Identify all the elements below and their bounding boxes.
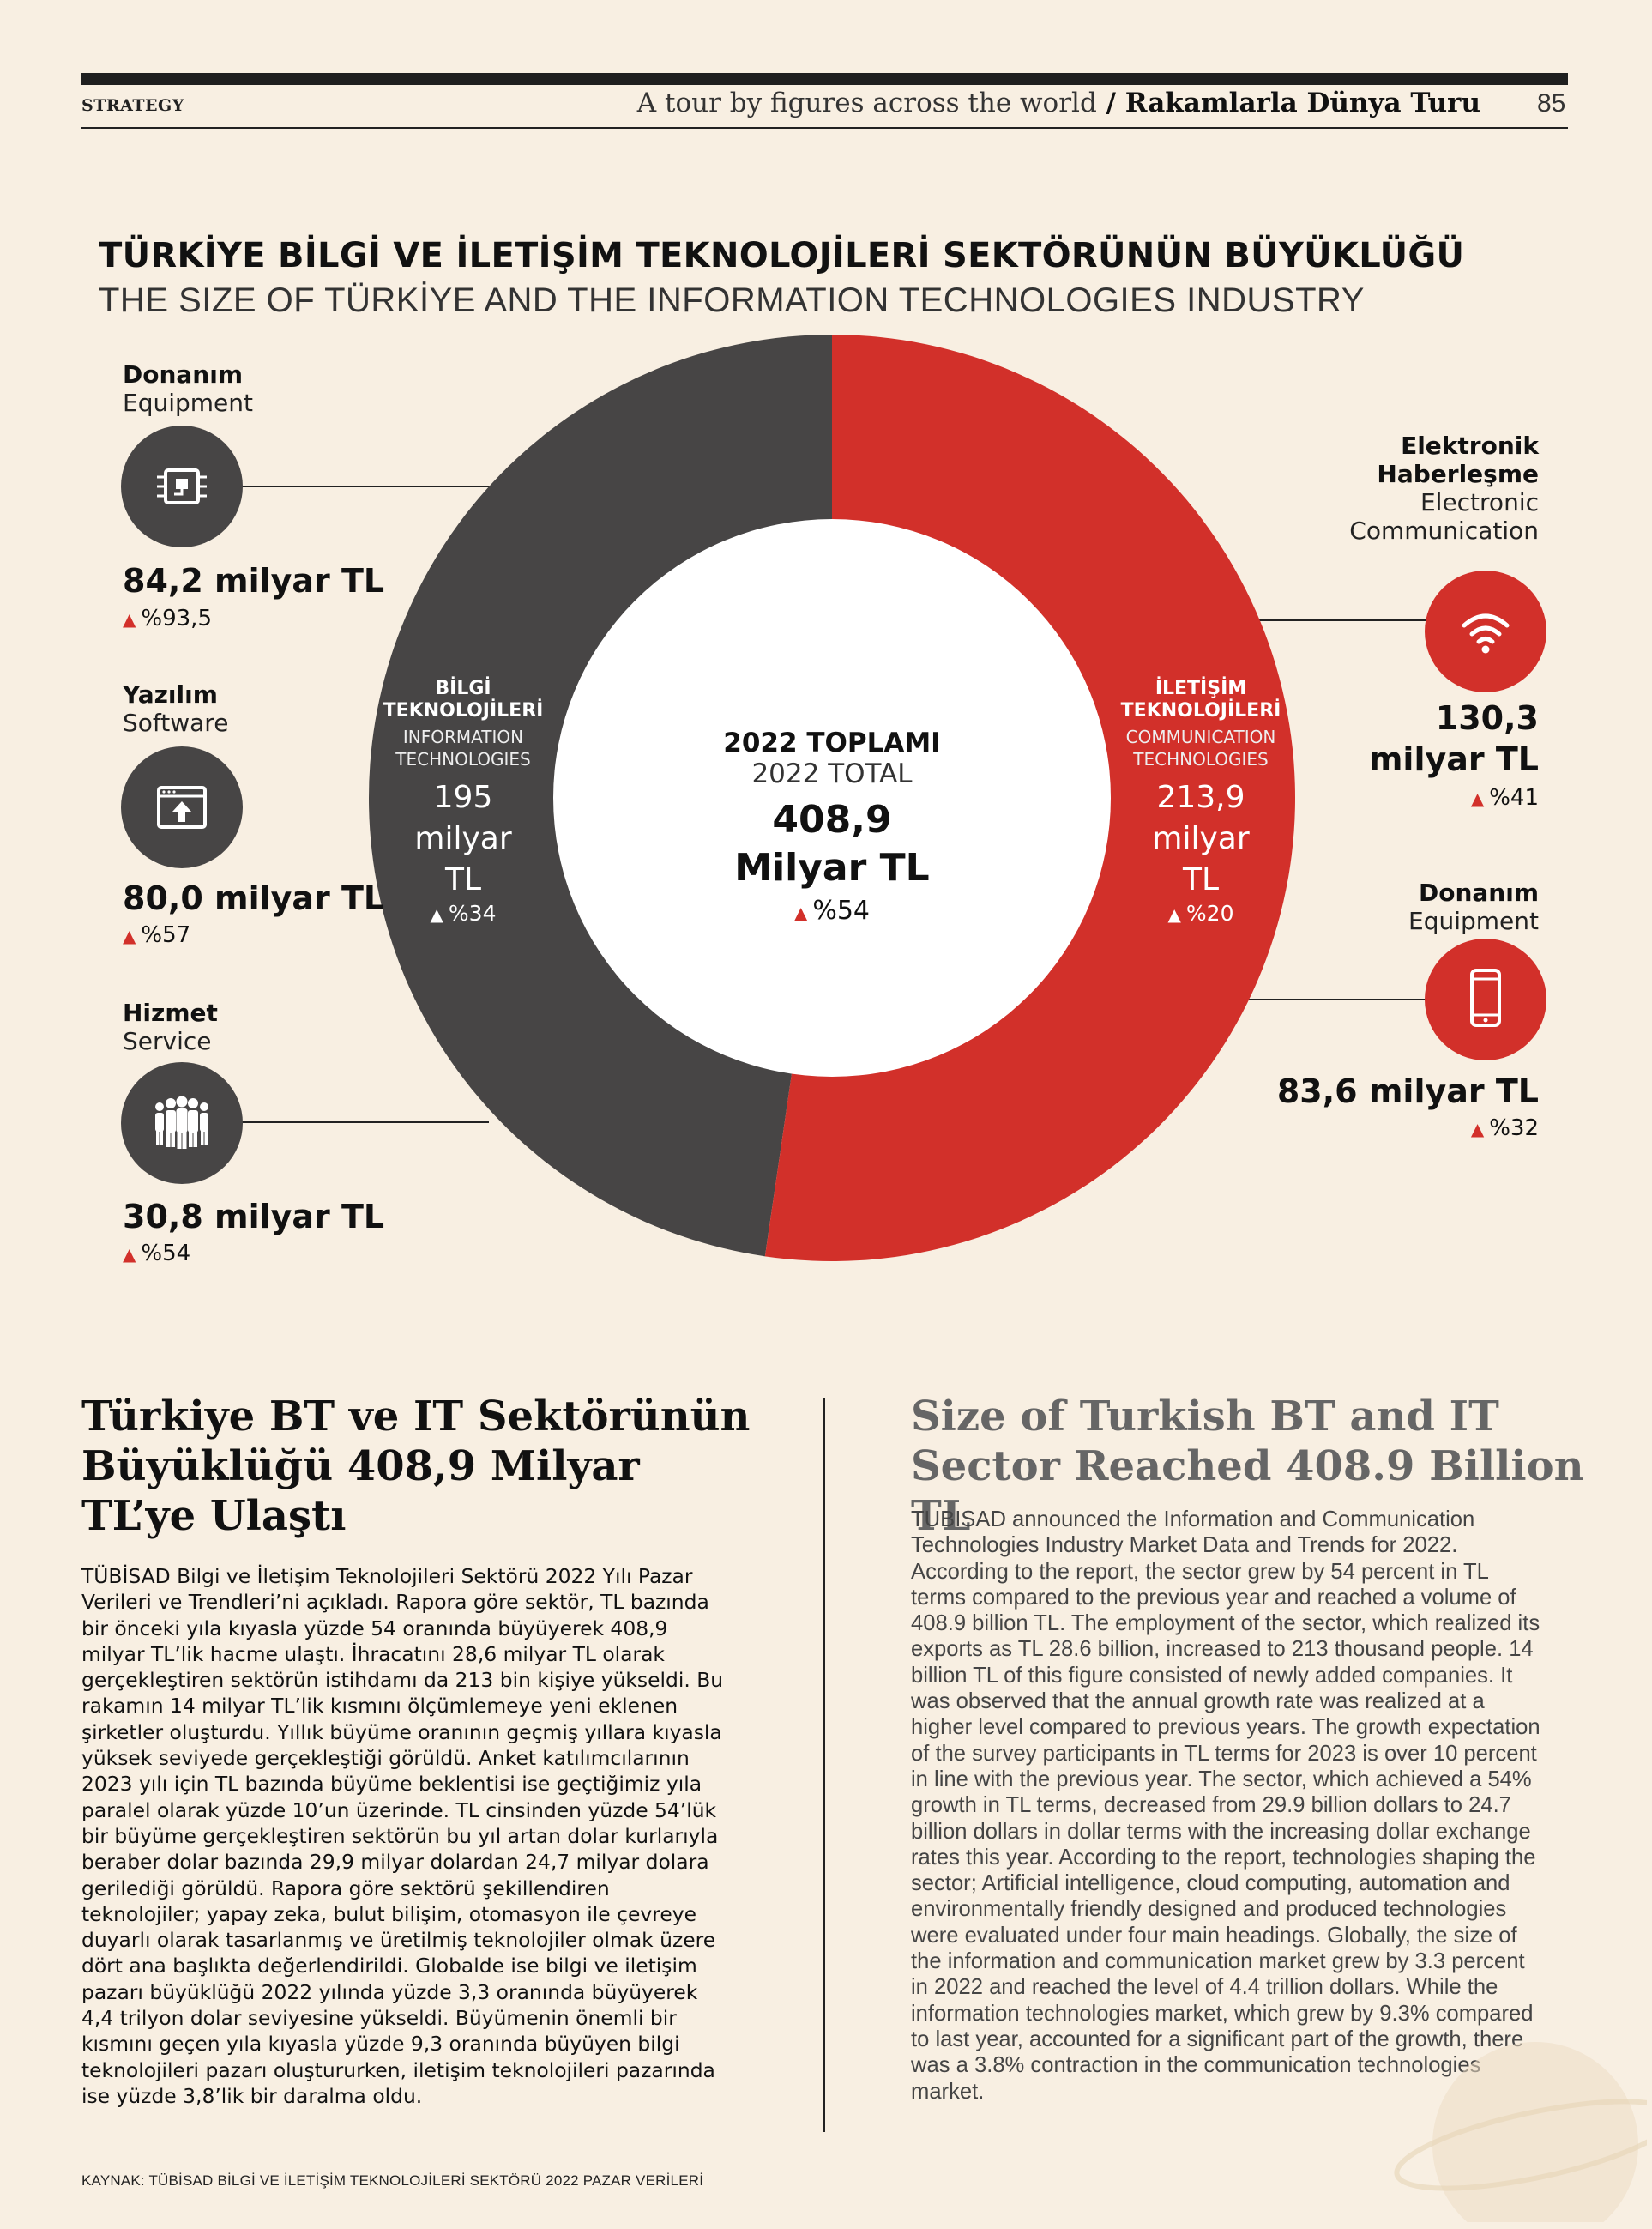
electronic-comm-label-en-2: Communication [1349,516,1539,545]
comm-value-3: TL [1182,862,1220,897]
electronic-comm-label-tr-1: Elektronik [1401,432,1539,460]
smartphone-icon [1425,939,1546,1060]
service-change: ▲ %54 [123,1241,190,1266]
left-item-software: Yazılım Software [123,680,228,737]
donut-center: 2022 TOPLAMI 2022 TOTAL 408,9 Milyar TL … [660,728,1004,926]
smartphone-glyph [1470,969,1501,1027]
equipment-right-value: 83,6 milyar TL [1276,1072,1539,1110]
it-value-3: TL [444,862,482,897]
comm-label-en-1: COMMUNICATION [1125,727,1276,747]
wifi-glyph [1462,613,1510,654]
donut-hole [553,519,1111,1077]
increase-triangle-icon: ▲ [1167,904,1181,925]
center-value-number: 408,9 [772,798,892,842]
electronic-comm-value-2: milyar TL [1368,740,1539,778]
equipment-right-change: ▲ %32 [1471,1115,1539,1141]
circuit-chip-glyph [157,468,207,504]
people-group-glyph [155,1096,208,1149]
center-label-tr: 2022 TOPLAMI [723,728,941,758]
it-label-tr-2: TEKNOLOJİLERİ [383,700,544,722]
upload-window-glyph [157,786,207,829]
electronic-comm-change: ▲ %41 [1369,785,1539,811]
source-note: KAYNAK: TÜBİSAD BİLGİ VE İLETİŞİM TEKNOL… [81,2172,704,2189]
it-change-value: %34 [448,901,497,926]
people-group-icon [121,1062,243,1184]
comm-segment-label: İLETİŞİM TEKNOLOJİLERİ COMMUNICATION TEC… [1102,678,1299,926]
software-label-en: Software [123,709,229,737]
it-change: ▲ %34 [369,901,558,926]
electronic-comm-change-value: %41 [1489,785,1539,811]
article-en-heading: Size of Turkish BT and IT Sector Reached… [911,1392,1584,1540]
comm-label-en-2: TECHNOLOGIES [1133,749,1269,770]
it-label-en-1: INFORMATION [402,727,524,747]
comm-change-value: %20 [1185,901,1234,926]
software-label-tr: Yazılım [123,680,218,709]
infographic-title-tr: TÜRKİYE BİLGİ VE İLETİŞİM TEKNOLOJİLERİ … [99,236,1465,275]
donut-chart [232,335,1428,1261]
comm-value-1: 213,9 [1156,780,1245,815]
left-item-equipment: Donanım Equipment [123,360,253,417]
electronic-comm-value-1: 130,3 [1435,699,1539,737]
header-top-bar [81,73,1568,85]
equipment-label-tr: Donanım [123,360,244,389]
comm-label-tr-1: İLETİŞİM [1155,678,1247,699]
article-tr-heading: Türkiye BT ve IT Sektörünün Büyüklüğü 40… [81,1392,751,1540]
it-label-tr-1: BİLGİ [435,678,491,699]
tagline-en: A tour by figures across the world [636,88,1097,118]
service-label-en: Service [123,1027,212,1055]
infographic-title-en: THE SIZE OF TÜRKİYE AND THE INFORMATION … [99,281,1365,319]
tagline-tr: Rakamlarla Dünya Turu [1124,88,1480,118]
increase-triangle-icon: ▲ [123,926,136,946]
increase-triangle-icon: ▲ [1470,788,1485,809]
service-change-value: %54 [141,1241,191,1266]
right-item-electronic-comm: Elektronik Haberleşme Electronic Communi… [1349,432,1539,545]
center-value-unit: Milyar TL [734,846,930,890]
electronic-comm-label-en-1: Electronic [1420,488,1539,516]
equipment-left-change: ▲ %93,5 [123,606,212,631]
equipment-right-label-tr: Donanım [1418,879,1539,907]
increase-triangle-icon: ▲ [793,903,808,923]
increase-triangle-icon: ▲ [1470,1119,1485,1139]
equipment-right-label-en: Equipment [1408,907,1539,935]
it-segment-label: BİLGİ TEKNOLOJİLERİ INFORMATION TECHNOLO… [369,678,558,926]
increase-triangle-icon: ▲ [430,904,443,925]
equipment-label-en: Equipment [123,389,253,417]
equipment-left-change-value: %93,5 [141,606,212,631]
right-item-equipment: Donanım Equipment [1408,879,1539,935]
electronic-comm-value-block: 130,3 milyar TL ▲ %41 [1369,699,1539,811]
section-label: STRATEGY [81,96,184,115]
it-value-2: milyar [414,821,512,856]
equipment-right-change-value: %32 [1489,1115,1539,1141]
it-value-1: 195 [433,780,493,815]
column-divider [823,1398,825,2132]
center-change-value: %54 [812,896,871,926]
planet-watermark-icon [1394,2042,1647,2222]
comm-change: ▲ %20 [1102,901,1299,926]
left-item-service: Hizmet Service [123,999,218,1055]
article-en-body: TUBISAD announced the Information and Co… [911,1507,1540,2104]
center-label-en: 2022 TOTAL [751,758,913,789]
service-label-tr: Hizmet [123,999,218,1027]
electronic-comm-label-tr-2: Haberleşme [1377,460,1539,488]
header-rule [81,127,1568,129]
it-label-en-2: TECHNOLOGIES [395,749,531,770]
wifi-icon [1425,571,1546,692]
upload-window-icon [121,746,243,868]
service-value: 30,8 milyar TL [123,1198,385,1235]
software-change: ▲ %57 [123,922,190,948]
header-tagline: A tour by figures across the world / Rak… [637,88,1480,118]
software-change-value: %57 [141,922,191,948]
center-change: ▲ %54 [660,896,1004,926]
article-tr-body: TÜBİSAD Bilgi ve İletişim Teknolojileri … [81,1564,724,2108]
comm-value-2: milyar [1152,821,1250,856]
software-value: 80,0 milyar TL [123,879,385,917]
page-number: 85 [1537,89,1566,118]
tagline-separator: / [1096,88,1125,118]
equipment-left-value: 84,2 milyar TL [123,562,385,600]
increase-triangle-icon: ▲ [123,609,136,630]
increase-triangle-icon: ▲ [123,1244,136,1265]
comm-label-tr-2: TEKNOLOJİLERİ [1120,700,1281,722]
circuit-chip-icon [121,426,243,547]
